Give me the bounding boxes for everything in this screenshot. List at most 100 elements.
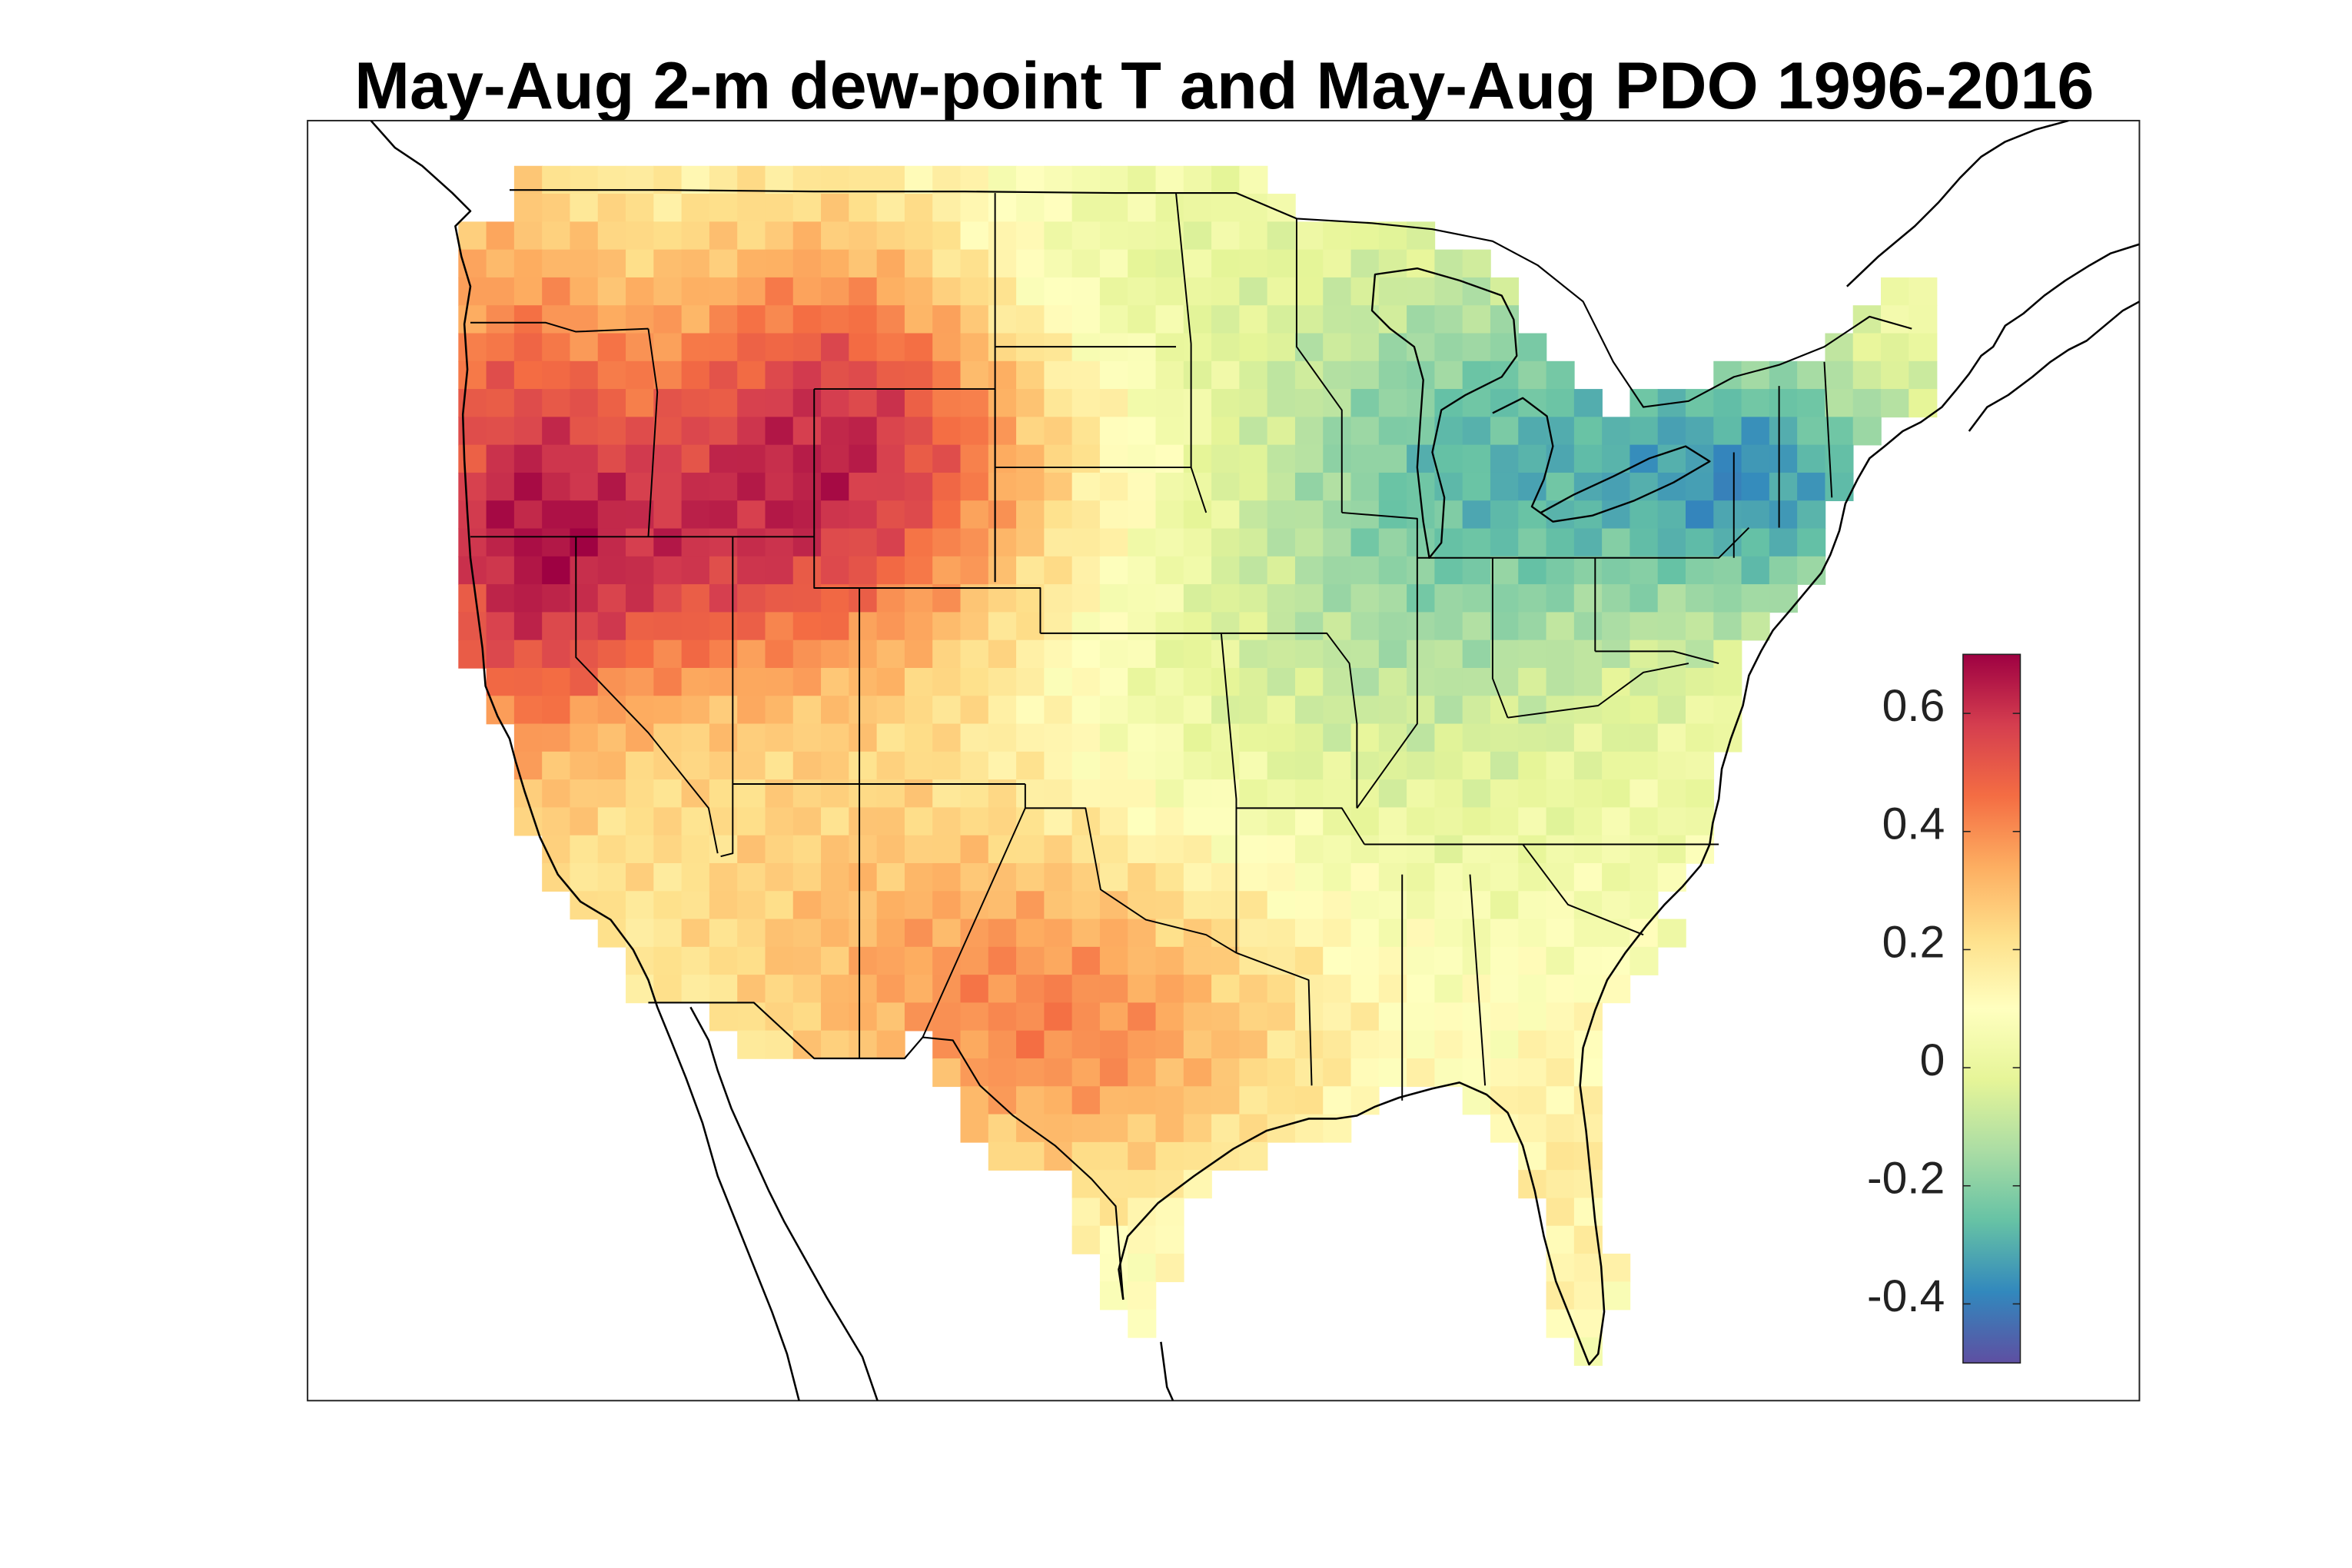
grid-cell — [1797, 444, 1826, 473]
grid-cell — [1323, 612, 1352, 641]
grid-cell — [1490, 946, 1520, 975]
grid-cell — [1183, 277, 1212, 306]
grid-cell — [988, 1002, 1017, 1031]
grid-cell — [1183, 360, 1212, 390]
grid-cell — [1071, 305, 1101, 334]
grid-cell — [1239, 751, 1268, 780]
grid-cell — [681, 639, 710, 669]
grid-cell — [542, 779, 571, 809]
grid-cell — [1909, 360, 1938, 390]
grid-cell — [1518, 472, 1547, 502]
grid-cell — [1183, 1086, 1212, 1115]
grid-cell — [960, 946, 989, 975]
grid-cell — [849, 919, 878, 948]
grid-cell — [1155, 584, 1184, 613]
grid-cell — [765, 612, 794, 641]
grid-cell — [1602, 584, 1631, 613]
grid-cell — [1323, 277, 1352, 306]
grid-cell — [1657, 723, 1686, 752]
grid-cell — [988, 194, 1017, 223]
grid-cell — [1741, 360, 1770, 390]
grid-cell — [737, 249, 766, 278]
grid-cell — [570, 444, 599, 473]
grid-cell — [1294, 807, 1324, 836]
grid-cell — [1099, 919, 1129, 948]
grid-cell — [876, 919, 905, 948]
grid-cell — [737, 417, 766, 446]
grid-cell — [597, 360, 626, 390]
grid-cell — [765, 696, 794, 725]
grid-cell — [597, 751, 626, 780]
grid-cell — [1629, 751, 1659, 780]
grid-cell — [1462, 696, 1491, 725]
grid-cell — [792, 277, 822, 306]
grid-cell — [792, 1030, 822, 1059]
grid-cell — [626, 528, 655, 557]
grid-cell — [1407, 444, 1436, 473]
grid-cell — [849, 1002, 878, 1031]
grid-cell — [876, 360, 905, 390]
grid-cell — [1378, 305, 1407, 334]
grid-cell — [1016, 1141, 1045, 1171]
grid-cell — [1518, 444, 1547, 473]
grid-cell — [1294, 221, 1324, 251]
grid-cell — [709, 975, 738, 1004]
grid-cell — [709, 584, 738, 613]
grid-cell — [1211, 751, 1241, 780]
grid-cell — [960, 500, 989, 530]
grid-cell — [988, 696, 1017, 725]
grid-cell — [960, 696, 989, 725]
grid-cell — [1211, 807, 1241, 836]
grid-cell — [513, 584, 543, 613]
grid-cell — [1239, 221, 1268, 251]
grid-cell — [1099, 723, 1129, 752]
grid-cell — [626, 696, 655, 725]
grid-cell — [1378, 696, 1407, 725]
grid-cell — [960, 221, 989, 251]
grid-cell — [1434, 835, 1463, 864]
grid-cell — [1378, 975, 1407, 1004]
grid-cell — [1071, 862, 1101, 892]
grid-cell — [1267, 500, 1296, 530]
grid-cell — [542, 389, 571, 418]
grid-cell — [1044, 835, 1073, 864]
grid-cell — [1267, 1030, 1296, 1059]
grid-cell — [1573, 1198, 1603, 1227]
grid-cell — [1881, 389, 1910, 418]
grid-cell — [1071, 946, 1101, 975]
grid-cell — [626, 221, 655, 251]
grid-cell — [821, 417, 850, 446]
grid-cell — [1546, 1198, 1575, 1227]
grid-cell — [1713, 389, 1742, 418]
grid-cell — [1155, 723, 1184, 752]
grid-cell — [1350, 891, 1380, 920]
grid-cell — [1239, 277, 1268, 306]
grid-cell — [1378, 612, 1407, 641]
grid-cell — [1462, 891, 1491, 920]
grid-cell — [1183, 194, 1212, 223]
grid-cell — [1211, 444, 1241, 473]
grid-cell — [597, 277, 626, 306]
grid-cell — [988, 751, 1017, 780]
grid-cell — [1044, 277, 1073, 306]
grid-cell — [1044, 667, 1073, 697]
grid-cell — [542, 417, 571, 446]
grid-cell — [904, 975, 933, 1004]
grid-cell — [1323, 556, 1352, 585]
grid-cell — [1602, 444, 1631, 473]
grid-cell — [849, 500, 878, 530]
grid-cell — [1294, 723, 1324, 752]
grid-cell — [737, 333, 766, 362]
grid-cell — [821, 723, 850, 752]
grid-cell — [1099, 417, 1129, 446]
grid-cell — [1267, 333, 1296, 362]
grid-cell — [681, 584, 710, 613]
grid-cell — [626, 639, 655, 669]
grid-cell — [1294, 277, 1324, 306]
grid-cell — [876, 277, 905, 306]
grid-cell — [904, 807, 933, 836]
grid-cell — [1852, 333, 1882, 362]
grid-cell — [1518, 639, 1547, 669]
grid-cell — [821, 612, 850, 641]
grid-cell — [1573, 835, 1603, 864]
